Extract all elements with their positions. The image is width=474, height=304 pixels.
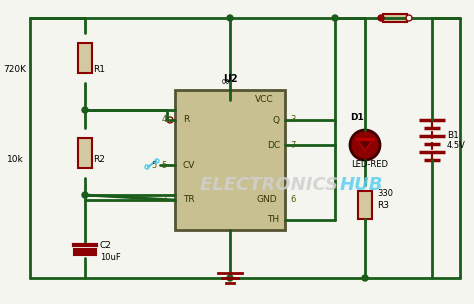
Circle shape bbox=[227, 275, 233, 281]
Circle shape bbox=[332, 15, 338, 21]
Text: CV: CV bbox=[183, 161, 195, 170]
Text: 5: 5 bbox=[162, 161, 167, 170]
Polygon shape bbox=[357, 139, 373, 151]
Text: TR: TR bbox=[183, 195, 195, 205]
Text: 3: 3 bbox=[290, 116, 295, 125]
Text: R2: R2 bbox=[93, 155, 105, 164]
Text: 10uF: 10uF bbox=[100, 253, 121, 262]
Text: U2: U2 bbox=[223, 74, 237, 84]
Bar bbox=[383, 14, 407, 22]
Bar bbox=[74, 249, 96, 255]
Text: LED-RED: LED-RED bbox=[352, 160, 389, 169]
Text: DC: DC bbox=[267, 140, 280, 150]
Text: C2: C2 bbox=[100, 241, 112, 250]
Circle shape bbox=[378, 15, 384, 21]
Circle shape bbox=[406, 15, 412, 21]
Text: D1: D1 bbox=[350, 113, 364, 122]
Bar bbox=[78, 43, 92, 73]
Circle shape bbox=[350, 130, 380, 160]
Circle shape bbox=[362, 275, 368, 281]
Text: R: R bbox=[183, 116, 189, 125]
Text: VCC: VCC bbox=[255, 95, 273, 105]
Text: 4: 4 bbox=[162, 116, 167, 125]
Text: B1: B1 bbox=[447, 132, 459, 140]
Circle shape bbox=[82, 107, 88, 113]
Text: TH: TH bbox=[267, 216, 279, 224]
Text: 2: 2 bbox=[162, 195, 167, 205]
Text: GND: GND bbox=[257, 195, 278, 205]
Circle shape bbox=[167, 117, 173, 123]
Circle shape bbox=[82, 192, 88, 198]
Text: 7: 7 bbox=[290, 140, 295, 150]
Text: HUB: HUB bbox=[340, 176, 383, 194]
Text: 10k: 10k bbox=[7, 155, 23, 164]
Text: R1: R1 bbox=[93, 65, 105, 74]
Text: Q: Q bbox=[273, 116, 280, 125]
Text: ELECTRONICS: ELECTRONICS bbox=[200, 176, 345, 194]
Text: R3: R3 bbox=[377, 201, 389, 209]
Bar bbox=[358, 191, 372, 219]
Text: 4.5V: 4.5V bbox=[447, 141, 466, 150]
Text: 720K: 720K bbox=[3, 65, 27, 74]
Text: 330: 330 bbox=[377, 188, 393, 198]
Circle shape bbox=[227, 15, 233, 21]
Circle shape bbox=[155, 159, 159, 163]
Text: ∞: ∞ bbox=[220, 77, 229, 87]
Text: 6: 6 bbox=[290, 195, 295, 205]
Text: 5: 5 bbox=[152, 161, 157, 170]
Circle shape bbox=[145, 165, 149, 169]
Bar bbox=[78, 137, 92, 168]
FancyBboxPatch shape bbox=[175, 90, 285, 230]
